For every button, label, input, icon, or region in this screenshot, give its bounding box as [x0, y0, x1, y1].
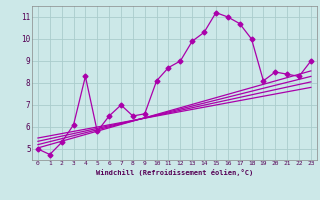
X-axis label: Windchill (Refroidissement éolien,°C): Windchill (Refroidissement éolien,°C) — [96, 169, 253, 176]
